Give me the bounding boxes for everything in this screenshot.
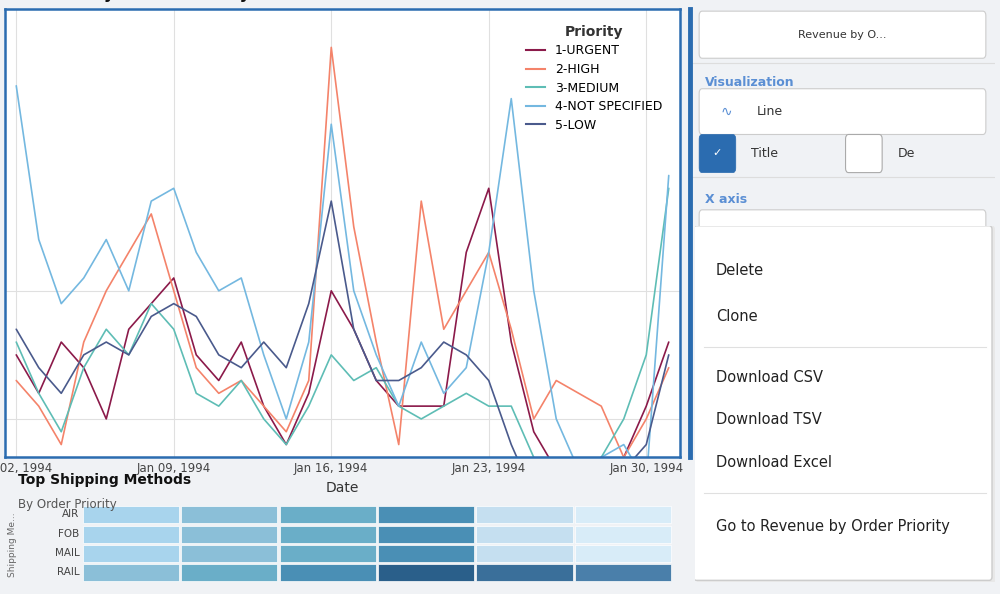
FancyBboxPatch shape [699,11,986,58]
Bar [575,506,671,523]
Bar [476,564,573,581]
Text: Revenue by Order Priority: Revenue by Order Priority [5,0,250,2]
FancyBboxPatch shape [699,89,986,134]
Bar [280,506,376,523]
Bar [280,564,376,581]
Text: Shipping Me...: Shipping Me... [8,512,17,577]
Text: X axis: X axis [705,193,747,206]
Bar [280,526,376,542]
Bar [378,545,474,562]
Bar [83,564,179,581]
Bar [476,526,573,542]
Bar [575,526,671,542]
Text: By Order Priority: By Order Priority [18,498,117,511]
FancyBboxPatch shape [699,134,736,173]
FancyBboxPatch shape [696,226,995,584]
Text: Line: Line [757,105,783,118]
Bar [181,526,277,542]
X-axis label: Date: Date [326,481,359,495]
Text: De: De [897,147,915,160]
Text: Revenue by O...: Revenue by O... [798,30,887,40]
Text: Go to Revenue by Order Priority: Go to Revenue by Order Priority [716,519,950,535]
Bar [181,506,277,523]
Bar [378,526,474,542]
Text: Delete: Delete [716,263,764,278]
Bar [476,545,573,562]
Bar [378,564,474,581]
Bar [83,545,179,562]
Text: Download TSV: Download TSV [716,412,822,428]
Text: ✓: ✓ [713,148,722,159]
Text: Download CSV: Download CSV [716,369,823,385]
Text: Top Shipping Methods: Top Shipping Methods [18,473,192,487]
FancyBboxPatch shape [846,134,882,173]
Bar [280,545,376,562]
Bar [476,506,573,523]
Text: ⊞: ⊞ [721,226,732,239]
Bar [378,506,474,523]
FancyBboxPatch shape [699,210,986,255]
Text: Clone: Clone [716,309,758,324]
Text: ∿: ∿ [721,105,732,119]
Bar [83,526,179,542]
Bar [83,506,179,523]
Text: RAIL: RAIL [57,567,79,577]
Text: AIR: AIR [62,510,79,520]
Text: MAIL: MAIL [54,548,79,558]
Text: DAILY(Da: DAILY(Da [757,226,817,239]
Bar [575,545,671,562]
Bar [575,564,671,581]
Bar [181,564,277,581]
Legend: 1-URGENT, 2-HIGH, 3-MEDIUM, 4-NOT SPECIFIED, 5-LOW: 1-URGENT, 2-HIGH, 3-MEDIUM, 4-NOT SPECIF… [521,20,667,137]
Bar [181,545,277,562]
Text: FOB: FOB [58,529,79,539]
Text: Title: Title [751,147,778,160]
Text: Download Excel: Download Excel [716,455,832,470]
Text: Visualization: Visualization [705,77,795,90]
FancyBboxPatch shape [694,226,992,580]
